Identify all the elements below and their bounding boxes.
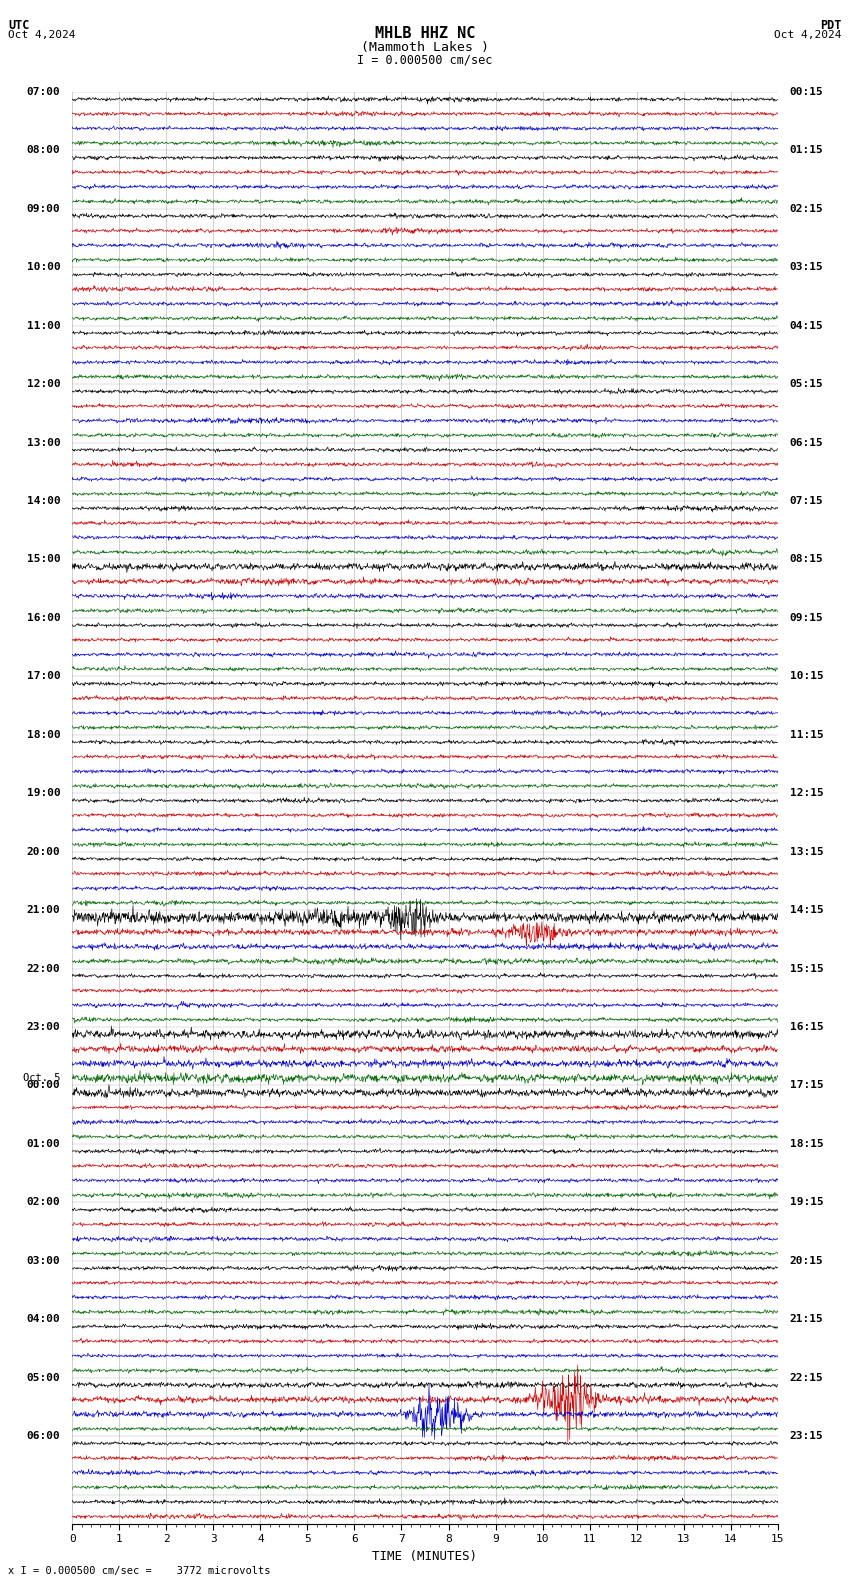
- Text: 00:00: 00:00: [26, 1080, 60, 1090]
- Text: 07:15: 07:15: [790, 496, 824, 505]
- Text: 11:15: 11:15: [790, 730, 824, 740]
- Text: 18:00: 18:00: [26, 730, 60, 740]
- Text: 16:15: 16:15: [790, 1022, 824, 1033]
- Text: 07:00: 07:00: [26, 87, 60, 97]
- X-axis label: TIME (MINUTES): TIME (MINUTES): [372, 1549, 478, 1563]
- Text: 02:15: 02:15: [790, 204, 824, 214]
- Text: 14:15: 14:15: [790, 904, 824, 916]
- Text: 15:00: 15:00: [26, 554, 60, 564]
- Text: I = 0.000500 cm/sec: I = 0.000500 cm/sec: [357, 54, 493, 67]
- Text: x I = 0.000500 cm/sec =    3772 microvolts: x I = 0.000500 cm/sec = 3772 microvolts: [8, 1567, 271, 1576]
- Text: 00:15: 00:15: [790, 87, 824, 97]
- Text: 22:15: 22:15: [790, 1373, 824, 1383]
- Text: 09:00: 09:00: [26, 204, 60, 214]
- Text: Oct 4,2024: Oct 4,2024: [774, 30, 842, 40]
- Text: 03:00: 03:00: [26, 1256, 60, 1266]
- Text: 16:00: 16:00: [26, 613, 60, 623]
- Text: 20:15: 20:15: [790, 1256, 824, 1266]
- Text: 12:15: 12:15: [790, 789, 824, 798]
- Text: 05:00: 05:00: [26, 1373, 60, 1383]
- Text: 17:00: 17:00: [26, 672, 60, 681]
- Text: 01:15: 01:15: [790, 146, 824, 155]
- Text: 04:00: 04:00: [26, 1315, 60, 1324]
- Text: 05:15: 05:15: [790, 379, 824, 390]
- Text: (Mammoth Lakes ): (Mammoth Lakes ): [361, 41, 489, 54]
- Text: UTC: UTC: [8, 19, 30, 32]
- Text: 04:15: 04:15: [790, 320, 824, 331]
- Text: 09:15: 09:15: [790, 613, 824, 623]
- Text: 20:00: 20:00: [26, 847, 60, 857]
- Text: 21:15: 21:15: [790, 1315, 824, 1324]
- Text: Oct. 5: Oct. 5: [23, 1072, 60, 1083]
- Text: 01:00: 01:00: [26, 1139, 60, 1148]
- Text: 23:15: 23:15: [790, 1430, 824, 1441]
- Text: 08:00: 08:00: [26, 146, 60, 155]
- Text: 08:15: 08:15: [790, 554, 824, 564]
- Text: PDT: PDT: [820, 19, 842, 32]
- Text: 18:15: 18:15: [790, 1139, 824, 1148]
- Text: MHLB HHZ NC: MHLB HHZ NC: [375, 27, 475, 41]
- Text: 03:15: 03:15: [790, 263, 824, 272]
- Text: Oct 4,2024: Oct 4,2024: [8, 30, 76, 40]
- Text: 10:15: 10:15: [790, 672, 824, 681]
- Text: 06:15: 06:15: [790, 437, 824, 448]
- Text: 21:00: 21:00: [26, 904, 60, 916]
- Text: 12:00: 12:00: [26, 379, 60, 390]
- Text: 23:00: 23:00: [26, 1022, 60, 1033]
- Text: 19:15: 19:15: [790, 1198, 824, 1207]
- Text: 06:00: 06:00: [26, 1430, 60, 1441]
- Text: 17:15: 17:15: [790, 1080, 824, 1090]
- Text: 13:00: 13:00: [26, 437, 60, 448]
- Text: 13:15: 13:15: [790, 847, 824, 857]
- Text: 11:00: 11:00: [26, 320, 60, 331]
- Text: 10:00: 10:00: [26, 263, 60, 272]
- Text: 22:00: 22:00: [26, 963, 60, 974]
- Text: 15:15: 15:15: [790, 963, 824, 974]
- Text: 19:00: 19:00: [26, 789, 60, 798]
- Text: 14:00: 14:00: [26, 496, 60, 505]
- Text: 02:00: 02:00: [26, 1198, 60, 1207]
